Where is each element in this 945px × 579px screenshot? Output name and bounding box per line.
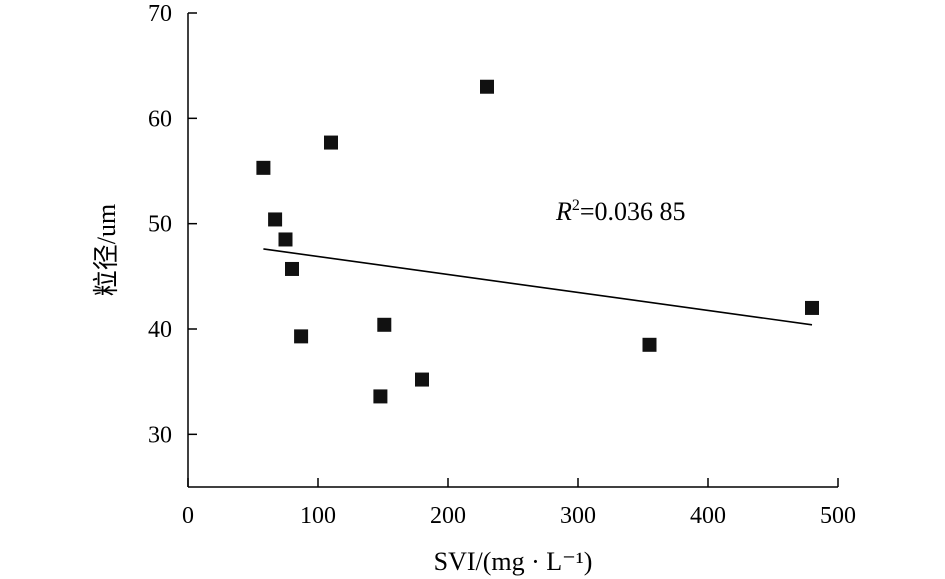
data-point: [324, 135, 338, 150]
y-tick-label: 70: [148, 1, 172, 27]
r-value: =0.036 85: [580, 197, 686, 226]
data-points: [256, 79, 819, 404]
axes: [187, 13, 838, 488]
data-point: [805, 300, 819, 315]
data-point: [642, 337, 657, 352]
y-tick-label: 60: [148, 106, 172, 132]
trend-line: [263, 248, 813, 326]
data-point: [278, 232, 293, 247]
y-tick-label: 30: [148, 422, 172, 448]
x-tick-label: 100: [300, 503, 336, 529]
data-point: [480, 79, 494, 94]
x-tick-label: 500: [820, 503, 856, 529]
data-point: [285, 261, 299, 276]
data-point: [256, 160, 271, 175]
tick-labels: 0 100 200 300 400 500 30 40 50 60 70: [148, 1, 856, 529]
r-squared-annotation: R2=0.036 85: [555, 197, 686, 226]
r-symbol: R: [555, 197, 572, 226]
y-tick-label: 50: [148, 212, 172, 238]
data-point: [377, 317, 392, 332]
x-tick-label: 200: [430, 503, 466, 529]
x-tick-label: 0: [182, 503, 194, 529]
data-point: [415, 372, 429, 387]
y-tick-label: 40: [148, 317, 172, 343]
ticks: [187, 12, 839, 487]
x-tick-label: 400: [690, 503, 726, 529]
y-axis-title: 粒径/um: [92, 204, 121, 296]
r-superscript: 2: [572, 197, 580, 214]
data-point: [294, 329, 309, 344]
x-tick-label: 300: [560, 503, 596, 529]
data-point: [268, 212, 283, 227]
x-axis-title: SVI/(mg · L⁻¹): [434, 547, 593, 576]
data-point: [373, 389, 388, 404]
